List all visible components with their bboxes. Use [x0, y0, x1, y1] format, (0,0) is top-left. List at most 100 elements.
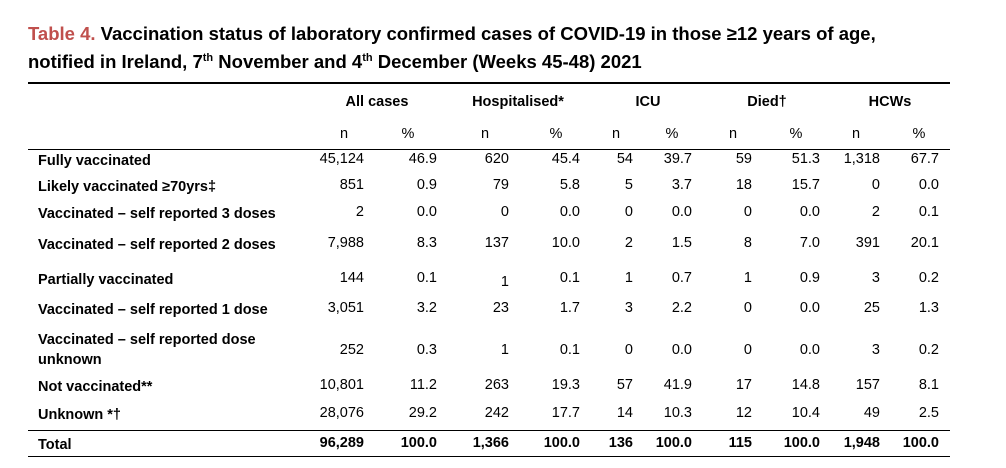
total-cell: 100.0	[543, 435, 580, 451]
table-cell: 851	[339, 177, 364, 193]
table-cell: 45,124	[319, 151, 364, 167]
table-cell: 3,051	[327, 300, 364, 316]
table-cell: 1.7	[559, 300, 580, 316]
table-cell: 8.1	[918, 377, 939, 393]
subheader-pct: %	[549, 126, 563, 142]
table-cell: 19.3	[551, 377, 580, 393]
table-cell: 1.3	[918, 300, 939, 316]
title-line-2-mid: November and 4	[213, 51, 363, 72]
table-cell: 25	[863, 300, 880, 316]
table-cell: 45.4	[551, 151, 580, 167]
table-cell: 263	[484, 377, 509, 393]
table-title: Table 4. Vaccination status of laborator…	[28, 20, 988, 76]
table-number: Table 4.	[28, 23, 96, 44]
table-cell: 67.7	[910, 151, 939, 167]
table-cell: 14.8	[791, 377, 820, 393]
table-cell: 137	[484, 235, 509, 251]
table-cell: 3.7	[671, 177, 692, 193]
row-label: Not vaccinated**	[38, 379, 153, 395]
title-line-2-pre: notified in Ireland, 7	[28, 51, 203, 72]
table-cell: 17.7	[551, 405, 580, 421]
table-cell: 1.5	[671, 235, 692, 251]
table-cell: 0	[871, 177, 880, 193]
table-cell: 10.3	[663, 405, 692, 421]
table-cell: 0.0	[416, 204, 437, 220]
table-cell: 0.9	[799, 270, 820, 286]
table-cell: 5	[624, 177, 633, 193]
table-cell: 0.1	[918, 204, 939, 220]
title-line-1: Vaccination status of laboratory confirm…	[100, 23, 876, 44]
total-cell: 1,948	[843, 435, 880, 451]
table-cell: 242	[484, 405, 509, 421]
table-cell: 3	[871, 342, 880, 358]
table-cell: 391	[855, 235, 880, 251]
header-rule	[28, 149, 950, 150]
row-label: Vaccinated – self reported 1 dose	[38, 302, 268, 318]
table-cell: 17	[735, 377, 752, 393]
table-cell: 7,988	[327, 235, 364, 251]
table-cell: 51.3	[791, 151, 820, 167]
table-cell: 54	[616, 151, 633, 167]
table-cell: 28,076	[319, 405, 364, 421]
table-cell: 252	[339, 342, 364, 358]
subheader-pct: %	[912, 126, 926, 142]
group-header-icu: ICU	[635, 94, 661, 110]
table-cell: 79	[492, 177, 509, 193]
table-cell: 0	[743, 204, 752, 220]
table-cell: 620	[484, 151, 509, 167]
subheader-n: n	[611, 126, 621, 142]
table-cell: 29.2	[408, 405, 437, 421]
table-cell: 49	[863, 405, 880, 421]
table-cell: 3	[624, 300, 633, 316]
row-label: Vaccinated – self reported 2 doses	[38, 237, 276, 253]
table-cell: 5.8	[559, 177, 580, 193]
table-cell: 0.0	[671, 342, 692, 358]
row-label: Fully vaccinated	[38, 153, 151, 169]
table-cell: 0.9	[416, 177, 437, 193]
total-cell: 100.0	[400, 435, 437, 451]
table-cell: 11.2	[409, 377, 437, 393]
table-cell: 15.7	[791, 177, 820, 193]
table-cell: 0.0	[671, 204, 692, 220]
table-cell: 1	[500, 274, 509, 290]
table-cell: 2.5	[918, 405, 939, 421]
total-label: Total	[38, 437, 72, 453]
table-cell: 39.7	[663, 151, 692, 167]
table-cell: 8	[743, 235, 752, 251]
group-header-all-cases: All cases	[345, 94, 409, 110]
subheader-pct: %	[401, 126, 415, 142]
table-cell: 2.2	[671, 300, 692, 316]
table-cell: 10.4	[791, 405, 820, 421]
table-cell: 59	[735, 151, 752, 167]
total-cell: 100.0	[655, 435, 692, 451]
table-cell: 10,801	[319, 377, 364, 393]
table-cell: 1	[624, 270, 633, 286]
total-cell: 115	[728, 435, 752, 451]
total-cell: 1,366	[472, 435, 509, 451]
table-cell: 20.1	[910, 235, 939, 251]
subheader-n: n	[851, 126, 861, 142]
title-sup-2: th	[362, 51, 373, 64]
row-label: Unknown *†	[38, 407, 121, 423]
table-cell: 0.0	[918, 177, 939, 193]
table-cell: 0.7	[671, 270, 692, 286]
table-cell: 1,318	[843, 151, 880, 167]
table-cell: 18	[735, 177, 752, 193]
table-cell: 14	[616, 405, 633, 421]
table-cell: 0	[743, 300, 752, 316]
table-cell: 0.2	[918, 270, 939, 286]
table-cell: 144	[339, 270, 364, 286]
table-cell: 0.1	[559, 270, 580, 286]
table-cell: 3.2	[416, 300, 437, 316]
table-cell: 0.0	[799, 342, 820, 358]
table-cell: 157	[855, 377, 880, 393]
group-header-died: Died†	[747, 94, 787, 110]
table-cell: 0.1	[559, 342, 580, 358]
table-bottom-rule	[28, 456, 950, 457]
total-cell: 136	[608, 435, 633, 451]
title-sup-1: th	[202, 51, 214, 64]
subheader-n: n	[339, 126, 349, 142]
table-cell: 0	[743, 342, 752, 358]
total-cell: 100.0	[902, 435, 939, 451]
subheader-n: n	[480, 126, 490, 142]
